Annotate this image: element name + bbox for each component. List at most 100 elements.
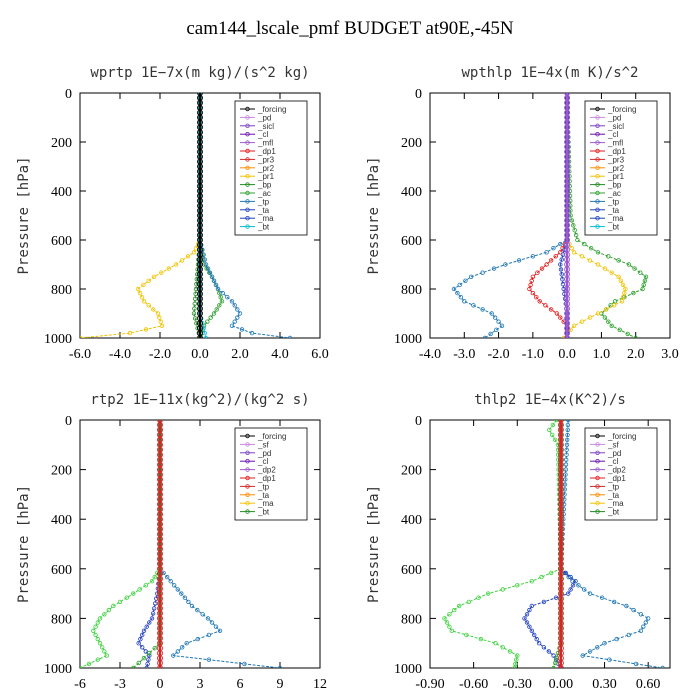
x-tick-label: -4.0 bbox=[419, 347, 441, 362]
series-marker bbox=[186, 599, 191, 605]
series-marker bbox=[141, 655, 147, 661]
series-marker bbox=[171, 653, 176, 658]
legend-marker bbox=[245, 173, 250, 179]
series-marker bbox=[124, 595, 129, 600]
series-marker bbox=[146, 278, 151, 283]
series-marker bbox=[447, 624, 452, 629]
series-marker bbox=[522, 616, 527, 621]
series-line-dp1 bbox=[80, 420, 161, 668]
x-tick-label: 3 bbox=[197, 677, 204, 692]
series-marker bbox=[463, 278, 468, 283]
legend-marker bbox=[245, 123, 250, 128]
series-marker bbox=[529, 603, 534, 609]
series-marker bbox=[91, 628, 96, 633]
legend-marker bbox=[595, 450, 600, 455]
x-tick-label: 3.0 bbox=[661, 347, 679, 362]
y-tick-label: 1000 bbox=[394, 332, 422, 347]
series-marker bbox=[646, 616, 651, 621]
series-marker bbox=[660, 665, 665, 668]
series-marker bbox=[184, 641, 189, 646]
legend-label: _dp2 bbox=[257, 466, 276, 475]
series-marker bbox=[136, 641, 141, 646]
series-marker bbox=[513, 661, 518, 667]
series-marker bbox=[159, 323, 165, 328]
series-marker bbox=[201, 326, 206, 331]
series-marker bbox=[587, 315, 593, 320]
series-marker bbox=[143, 583, 148, 588]
series-marker bbox=[179, 258, 185, 263]
series-marker bbox=[529, 628, 534, 633]
series-marker bbox=[145, 661, 150, 667]
series-marker bbox=[564, 447, 569, 452]
series-marker bbox=[489, 311, 494, 316]
series-marker bbox=[192, 301, 197, 306]
series-marker bbox=[565, 422, 571, 428]
y-tick-label: 400 bbox=[51, 513, 72, 528]
series-marker bbox=[588, 245, 594, 251]
series-marker bbox=[626, 632, 631, 638]
series-marker bbox=[576, 583, 581, 588]
series-marker bbox=[624, 603, 629, 609]
series-marker bbox=[104, 653, 109, 658]
y-tick-label: 0 bbox=[65, 87, 72, 102]
series-marker bbox=[137, 290, 143, 296]
series-marker bbox=[595, 311, 601, 316]
series-marker bbox=[99, 645, 105, 650]
legend-label: _tp bbox=[607, 482, 620, 491]
series-marker bbox=[554, 311, 560, 316]
series-marker bbox=[194, 277, 199, 282]
series-marker bbox=[444, 620, 450, 625]
series-marker bbox=[568, 198, 573, 203]
y-tick-label: 400 bbox=[401, 185, 422, 200]
series-marker bbox=[569, 245, 574, 251]
series-marker bbox=[515, 583, 520, 588]
series-marker bbox=[456, 603, 462, 609]
y-tick-label: 1000 bbox=[44, 332, 72, 347]
x-tick-label: -3 bbox=[114, 677, 126, 692]
legend-marker bbox=[245, 207, 250, 212]
series-marker bbox=[575, 237, 580, 243]
series-marker bbox=[534, 295, 539, 300]
series-marker bbox=[150, 611, 156, 616]
series-marker bbox=[117, 599, 123, 605]
series-marker bbox=[541, 645, 547, 650]
series-marker bbox=[189, 603, 195, 609]
series-marker bbox=[607, 657, 612, 662]
series-marker bbox=[486, 591, 491, 596]
series-marker bbox=[550, 432, 555, 438]
legend-label: _forcing bbox=[257, 432, 286, 441]
series-line-ac bbox=[566, 93, 647, 338]
x-tick-label: 0.0 bbox=[558, 347, 576, 362]
y-tick-label: 200 bbox=[51, 464, 72, 479]
series-marker bbox=[579, 319, 585, 324]
series-marker bbox=[571, 223, 576, 228]
series-marker bbox=[559, 257, 564, 262]
legend-label: _ac bbox=[607, 189, 621, 198]
series-marker bbox=[563, 570, 568, 576]
series-line-dp1 bbox=[443, 420, 562, 668]
series-marker bbox=[480, 307, 485, 312]
x-tick-label: 9 bbox=[277, 677, 284, 692]
legend-label: _sicl bbox=[607, 122, 624, 131]
x-tick-label: -0.90 bbox=[415, 677, 444, 692]
series-marker bbox=[185, 254, 191, 259]
x-tick-label: -2.0 bbox=[487, 347, 509, 362]
series-marker bbox=[211, 278, 217, 283]
series-marker bbox=[633, 335, 638, 338]
legend-label: _dp1 bbox=[607, 474, 626, 483]
series-marker bbox=[620, 282, 626, 288]
series-marker bbox=[205, 319, 210, 324]
series-marker bbox=[194, 321, 199, 326]
series-marker bbox=[131, 591, 136, 596]
legend-marker bbox=[245, 433, 250, 439]
series-marker bbox=[633, 661, 639, 667]
figure-title: cam144_lscale_pmf BUDGET at90E,-45N bbox=[186, 18, 514, 39]
series-marker bbox=[211, 311, 217, 316]
legend-label: _ta bbox=[607, 491, 620, 500]
legend-label: _bt bbox=[257, 223, 270, 232]
y-tick-label: 400 bbox=[401, 513, 422, 528]
series-marker bbox=[213, 624, 219, 629]
legend-marker bbox=[595, 173, 600, 179]
legend-marker bbox=[245, 442, 250, 447]
series-marker bbox=[277, 665, 283, 668]
